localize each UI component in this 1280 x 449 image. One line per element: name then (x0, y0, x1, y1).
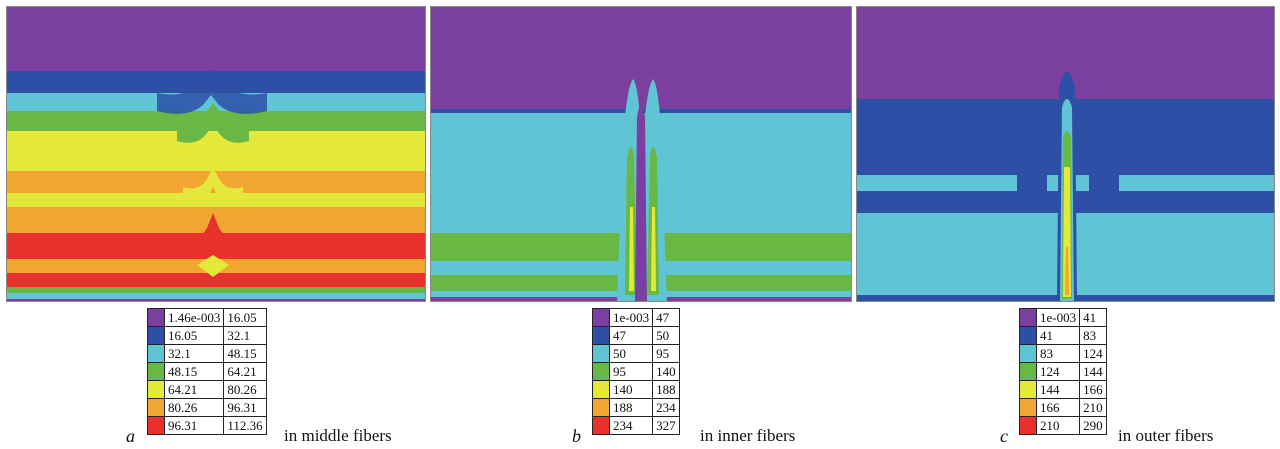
legend-range-from: 140 (608, 380, 654, 399)
legend-row: 234 327 (592, 416, 680, 435)
legend-range-to: 80.26 (223, 380, 267, 399)
legend-range-from: 1e-003 (1035, 308, 1081, 327)
legend-swatch (592, 344, 610, 363)
legend-range-to: 140 (652, 362, 680, 381)
legend-swatch (592, 416, 610, 435)
legend-swatch (1019, 416, 1037, 435)
legend-swatch (147, 308, 165, 327)
legend-row: 166 210 (1019, 398, 1107, 417)
legend-row: 1e-003 47 (592, 308, 680, 327)
legend-range-from: 47 (608, 326, 654, 345)
legend-range-from: 188 (608, 398, 654, 417)
legend-row: 188 234 (592, 398, 680, 417)
legend-swatch (1019, 308, 1037, 327)
legend-range-from: 1e-003 (608, 308, 654, 327)
legend-range-from: 124 (1035, 362, 1081, 381)
legend-row: 210 290 (1019, 416, 1107, 435)
legend-range-from: 48.15 (163, 362, 225, 381)
legend-range-to: 32.1 (223, 326, 267, 345)
legend-row: 144 166 (1019, 380, 1107, 399)
legend-range-from: 210 (1035, 416, 1081, 435)
legend-row: 80.26 96.31 (147, 398, 267, 417)
legend-range-from: 41 (1035, 326, 1081, 345)
legend-swatch (147, 344, 165, 363)
legend-swatch (592, 362, 610, 381)
legend-range-to: 234 (652, 398, 680, 417)
legend-range-from: 95 (608, 362, 654, 381)
panel-letter-c: c (1000, 426, 1008, 446)
legend-b: 1e-003 47 47 50 50 95 95 140 140 188 188 234 234 327 (592, 308, 680, 435)
legend-swatch (1019, 326, 1037, 345)
panel-letter-a: a (126, 426, 135, 446)
legend-swatch (147, 380, 165, 399)
legend-range-to: 124 (1079, 344, 1107, 363)
legend-range-from: 166 (1035, 398, 1081, 417)
legend-row: 96.31 112.36 (147, 416, 267, 435)
legend-range-to: 47 (652, 308, 680, 327)
legend-swatch (592, 308, 610, 327)
legend-range-to: 290 (1079, 416, 1107, 435)
contour-map-a (6, 6, 426, 302)
legend-range-from: 1.46e-003 (163, 308, 225, 327)
legend-swatch (592, 326, 610, 345)
legend-swatch (592, 398, 610, 417)
legend-row: 140 188 (592, 380, 680, 399)
legend-range-to: 210 (1079, 398, 1107, 417)
legend-swatch (147, 398, 165, 417)
legend-row: 16.05 32.1 (147, 326, 267, 345)
legend-row: 47 50 (592, 326, 680, 345)
legend-row: 83 124 (1019, 344, 1107, 363)
legend-range-from: 32.1 (163, 344, 225, 363)
legend-swatch (147, 326, 165, 345)
legend-row: 32.1 48.15 (147, 344, 267, 363)
caption-b: in inner fibers (700, 426, 796, 445)
legend-range-to: 41 (1079, 308, 1107, 327)
legend-range-from: 234 (608, 416, 654, 435)
legend-row: 124 144 (1019, 362, 1107, 381)
legend-range-to: 83 (1079, 326, 1107, 345)
legend-row: 1e-003 41 (1019, 308, 1107, 327)
legend-range-to: 188 (652, 380, 680, 399)
legend-range-to: 112.36 (223, 416, 267, 435)
legend-range-to: 16.05 (223, 308, 267, 327)
legend-range-to: 95 (652, 344, 680, 363)
legend-range-to: 96.31 (223, 398, 267, 417)
legend-range-from: 83 (1035, 344, 1081, 363)
legend-range-to: 48.15 (223, 344, 267, 363)
legend-row: 41 83 (1019, 326, 1107, 345)
legend-swatch (147, 416, 165, 435)
legend-a: 1.46e-003 16.05 16.05 32.1 32.1 48.15 48.15 64.… (147, 308, 267, 435)
panel-letter-b: b (572, 426, 581, 446)
legend-swatch (1019, 380, 1037, 399)
legend-range-to: 50 (652, 326, 680, 345)
caption-c: in outer fibers (1118, 426, 1214, 445)
contour-map-b (430, 6, 852, 302)
legend-swatch (1019, 362, 1037, 381)
legend-range-to: 64.21 (223, 362, 267, 381)
legend-range-from: 80.26 (163, 398, 225, 417)
contour-map-c (856, 6, 1275, 302)
legend-range-from: 50 (608, 344, 654, 363)
legend-swatch (592, 380, 610, 399)
legend-range-to: 144 (1079, 362, 1107, 381)
legend-c: 1e-003 41 41 83 83 124 124 144 144 166 166 210 210 29… (1019, 308, 1107, 435)
legend-swatch (1019, 398, 1037, 417)
legend-row: 50 95 (592, 344, 680, 363)
legend-range-to: 166 (1079, 380, 1107, 399)
legend-range-from: 16.05 (163, 326, 225, 345)
caption-a: in middle fibers (284, 426, 392, 445)
legend-range-from: 96.31 (163, 416, 225, 435)
legend-swatch (147, 362, 165, 381)
legend-range-to: 327 (652, 416, 680, 435)
legend-row: 48.15 64.21 (147, 362, 267, 381)
legend-swatch (1019, 344, 1037, 363)
legend-range-from: 144 (1035, 380, 1081, 399)
legend-row: 95 140 (592, 362, 680, 381)
legend-range-from: 64.21 (163, 380, 225, 399)
legend-row: 1.46e-003 16.05 (147, 308, 267, 327)
legend-row: 64.21 80.26 (147, 380, 267, 399)
